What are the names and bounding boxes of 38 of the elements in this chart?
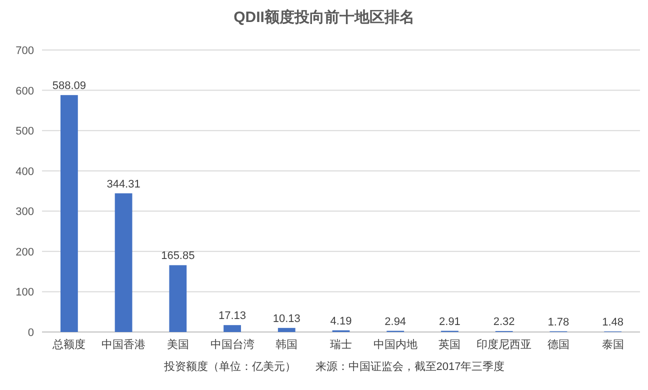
source-note: 来源：中国证监会，截至2017年三季度 (315, 360, 505, 373)
x-tick-label: 美国 (166, 338, 189, 351)
x-tick-label: 中国内地 (373, 338, 418, 351)
y-tick-label: 100 (16, 286, 34, 299)
y-tick-label: 400 (16, 166, 34, 178)
data-label: 165.85 (161, 250, 195, 262)
bar (114, 193, 132, 332)
x-tick-label: 德国 (547, 339, 570, 351)
y-tick-label: 0 (28, 327, 34, 339)
x-tick-label: 中国台湾 (210, 338, 254, 351)
y-tick-label: 700 (16, 45, 34, 57)
x-tick-label: 韩国 (276, 338, 298, 351)
x-tick-label: 总额度 (52, 338, 86, 351)
bar (224, 325, 241, 332)
bar (60, 95, 78, 332)
y-tick-label: 300 (16, 206, 34, 218)
data-label: 10.13 (272, 312, 300, 325)
bar (169, 265, 187, 332)
bar (278, 328, 296, 332)
x-tick-label: 印度尼西亚 (476, 338, 532, 351)
data-label: 2.32 (493, 316, 515, 328)
data-label: 17.13 (218, 310, 246, 322)
data-label: 344.31 (106, 178, 140, 190)
x-tick-label: 中国香港 (102, 338, 146, 351)
x-tick-label: 瑞士 (330, 338, 352, 351)
data-label: 1.48 (602, 316, 624, 328)
data-label: 2.91 (439, 316, 460, 328)
y-tick-label: 600 (16, 85, 34, 98)
data-label: 4.19 (330, 315, 352, 328)
text: 投资额度（单位：亿美元） (163, 360, 296, 373)
chart-title: QDII额度投向前十地区排名 (234, 8, 414, 26)
y-tick-label: 500 (16, 126, 34, 138)
y-tick-label: 200 (16, 246, 34, 258)
data-label: 2.94 (384, 316, 406, 328)
data-label: 1.78 (548, 316, 570, 328)
x-tick-label: 泰国 (602, 339, 624, 351)
data-label: 588.09 (52, 80, 86, 92)
x-tick-label: 英国 (438, 338, 461, 351)
